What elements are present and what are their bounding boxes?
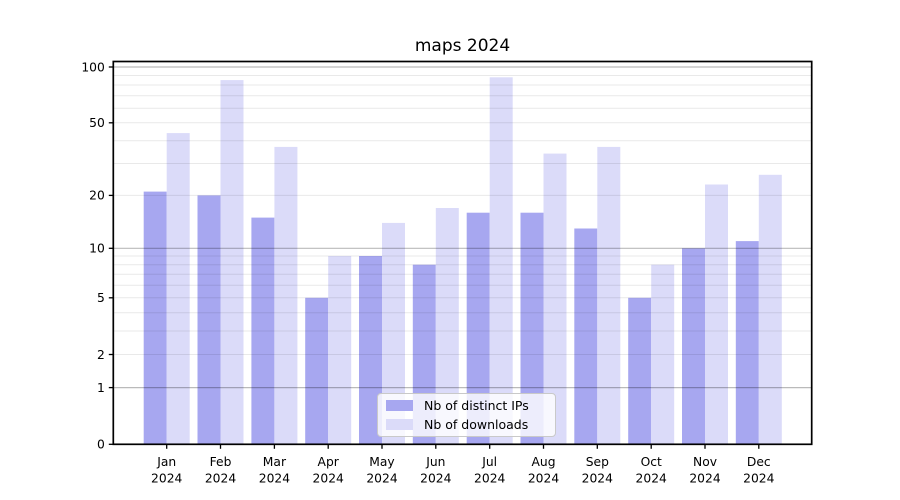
x-tick-label-month: Mar — [263, 455, 287, 469]
bar-aug-distinct-ips — [520, 212, 544, 445]
bar-dec-downloads — [758, 174, 782, 445]
axes-frame-layer — [112, 60, 813, 446]
legend-label-distinct-ips: Nb of distinct IPs — [424, 397, 529, 413]
x-tick-label-month: Oct — [641, 455, 662, 469]
bar-dec-distinct-ips — [735, 241, 759, 445]
x-tick-label-month: Sep — [586, 455, 609, 469]
x-tick-label-month: Jul — [481, 455, 497, 469]
x-tick-label-year: 2024 — [151, 472, 182, 486]
legend: Nb of distinct IPs Nb of downloads — [377, 393, 556, 437]
bar-oct-distinct-ips — [628, 297, 652, 445]
x-tick-label-month: Dec — [747, 455, 771, 469]
bar-jul-downloads — [489, 77, 513, 445]
y-tick-label: 10 — [89, 242, 105, 256]
x-tick-label-year: 2024 — [528, 472, 559, 486]
x-tick-label-year: 2024 — [366, 472, 397, 486]
x-tick-label-year: 2024 — [474, 472, 505, 486]
bar-feb-distinct-ips — [197, 195, 221, 445]
x-tick-label-year: 2024 — [420, 472, 451, 486]
bar-oct-downloads — [651, 264, 675, 445]
x-tick-label-month: Jan — [156, 455, 176, 469]
tick-labels-layer: 0 1 2 5 10 20 50 100 Jan 2024 Feb 2024 Mar 2024 Apr 202… — [81, 60, 774, 485]
chart-title: maps 2024 — [415, 36, 510, 56]
bar-jul-distinct-ips — [466, 212, 490, 445]
x-tick-label-month: Nov — [693, 455, 717, 469]
x-tick-label-year: 2024 — [636, 472, 667, 486]
legend-item-distinct-ips: Nb of distinct IPs — [386, 398, 547, 414]
legend-swatch-downloads — [386, 418, 413, 430]
x-tick-label-year: 2024 — [259, 472, 290, 486]
y-tick-label: 100 — [81, 60, 104, 74]
y-tick-label: 50 — [89, 116, 105, 130]
bars-layer — [143, 77, 782, 445]
x-tick-label-month: Apr — [318, 455, 340, 469]
y-tick-label: 5 — [97, 291, 105, 305]
bar-may-downloads — [382, 222, 405, 445]
y-tick-label: 0 — [97, 438, 105, 452]
bar-may-distinct-ips — [359, 256, 382, 445]
bar-nov-downloads — [705, 184, 728, 445]
x-tick-label-year: 2024 — [689, 472, 720, 486]
x-tick-label-month: May — [369, 455, 394, 469]
bar-nov-distinct-ips — [682, 248, 705, 445]
x-tick-label-month: Feb — [210, 455, 232, 469]
legend-label-downloads: Nb of downloads — [424, 416, 529, 432]
axes-frame — [112, 60, 813, 446]
x-tick-label-year: 2024 — [205, 472, 236, 486]
x-tick-label-month: Jun — [425, 455, 445, 469]
x-tick-label-year: 2024 — [743, 472, 774, 486]
bar-apr-distinct-ips — [305, 297, 329, 445]
bar-jan-downloads — [166, 133, 190, 445]
legend-item-downloads: Nb of downloads — [386, 417, 547, 433]
bar-jan-distinct-ips — [143, 191, 167, 445]
y-tick-label: 20 — [89, 189, 105, 203]
x-tick-label-year: 2024 — [313, 472, 344, 486]
bar-aug-downloads — [543, 153, 567, 445]
bar-feb-downloads — [220, 80, 244, 445]
bar-mar-distinct-ips — [251, 217, 275, 445]
bar-mar-downloads — [274, 146, 298, 445]
gridlines-layer — [113, 66, 812, 389]
bar-sep-downloads — [597, 146, 621, 445]
legend-swatch-distinct-ips — [386, 400, 413, 412]
x-tick-label-year: 2024 — [582, 472, 613, 486]
y-tick-label: 2 — [97, 348, 105, 362]
bar-jun-downloads — [435, 208, 459, 445]
x-tick-label-month: Aug — [531, 455, 555, 469]
y-tick-label: 1 — [97, 381, 105, 395]
bar-sep-distinct-ips — [574, 228, 598, 445]
bar-apr-downloads — [328, 256, 352, 445]
